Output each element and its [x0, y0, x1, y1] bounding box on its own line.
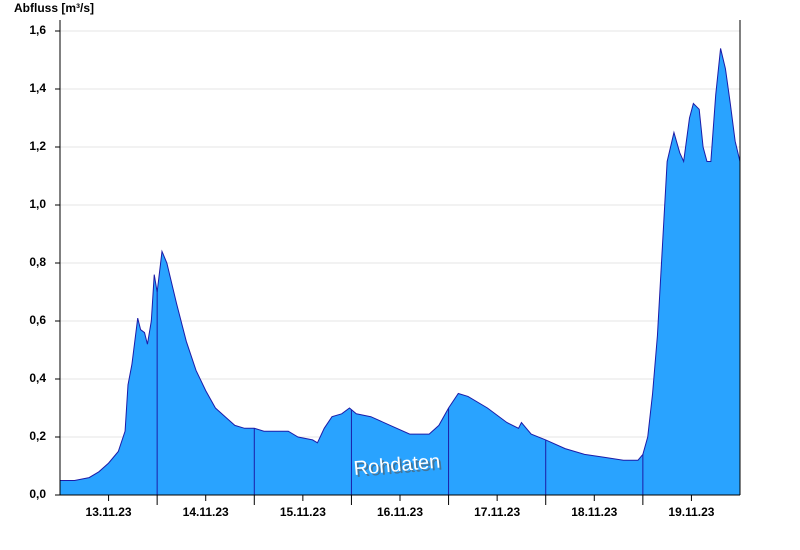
y-tick-label: 1,2: [29, 139, 46, 153]
y-tick-label: 0,6: [29, 313, 46, 327]
x-tick-label: 17.11.23: [474, 505, 520, 519]
y-tick-label: 1,0: [29, 197, 46, 211]
x-tick-label: 15.11.23: [280, 505, 326, 519]
y-tick-label: 0,0: [29, 487, 46, 501]
y-tick-label: 1,6: [29, 23, 46, 37]
x-tick-label: 14.11.23: [183, 505, 229, 519]
y-tick-label: 0,8: [29, 255, 46, 269]
x-tick-label: 13.11.23: [86, 505, 132, 519]
x-tick-label: 16.11.23: [377, 505, 423, 519]
area: [60, 48, 740, 496]
y-tick-label: 0,4: [29, 371, 46, 385]
line: [60, 48, 741, 481]
y-tick-label: 0,2: [29, 429, 46, 443]
chart-title: Abfluss [m³/s]: [14, 1, 94, 15]
x-tick-label: 18.11.23: [571, 505, 617, 519]
x-tick-label: 19.11.23: [668, 505, 714, 519]
y-tick-label: 1,4: [29, 81, 46, 95]
